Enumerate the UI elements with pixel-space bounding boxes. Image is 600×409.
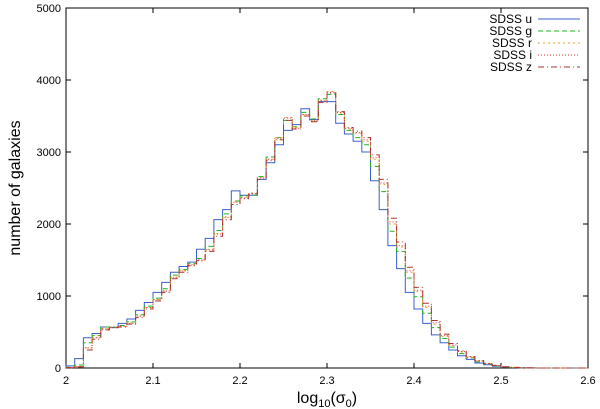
x-axis-title-close: ): [352, 390, 357, 407]
y-tick-label: 4000: [37, 75, 61, 87]
y-tick-label: 1000: [37, 291, 61, 303]
x-tick-label: 2.1: [145, 375, 160, 387]
y-axis: 0 1000 2000 3000 4000 5000: [37, 3, 588, 375]
x-tick-label: 2.3: [319, 375, 334, 387]
x-axis-title-sub2: 0: [346, 398, 352, 409]
x-axis-title-open: (σ: [330, 390, 345, 407]
legend-label: SDSS z: [490, 60, 532, 74]
y-axis-title: number of galaxies: [7, 120, 24, 255]
y-tick-label: 0: [55, 363, 61, 375]
y-tick-label: 5000: [37, 3, 61, 15]
x-tick-label: 2.4: [406, 375, 421, 387]
x-axis: 2 2.1 2.2 2.3 2.4 2.5 2.6: [63, 8, 596, 387]
x-axis-title-sub: 10: [318, 398, 330, 409]
x-tick-label: 2.2: [232, 375, 247, 387]
series-line-sdss-z: [65, 92, 588, 369]
series-line-sdss-r: [65, 91, 588, 369]
y-tick-label: 3000: [37, 147, 61, 159]
x-tick-label: 2.6: [580, 375, 595, 387]
series-line-sdss-i: [65, 91, 588, 369]
legend-label: SDSS g: [489, 24, 532, 38]
legend-label: SDSS r: [492, 36, 532, 50]
legend-label: SDSS u: [489, 12, 532, 26]
x-tick-label: 2.5: [493, 375, 508, 387]
x-axis-title: log10(σ0): [297, 390, 357, 409]
y-tick-label: 2000: [37, 219, 61, 231]
legend-label: SDSS i: [493, 48, 532, 62]
x-axis-title-base: log: [297, 390, 318, 407]
series-line-sdss-u: [65, 101, 588, 369]
x-tick-label: 2: [63, 375, 69, 387]
series-lines: [65, 91, 588, 369]
series-line-sdss-g: [65, 93, 588, 369]
